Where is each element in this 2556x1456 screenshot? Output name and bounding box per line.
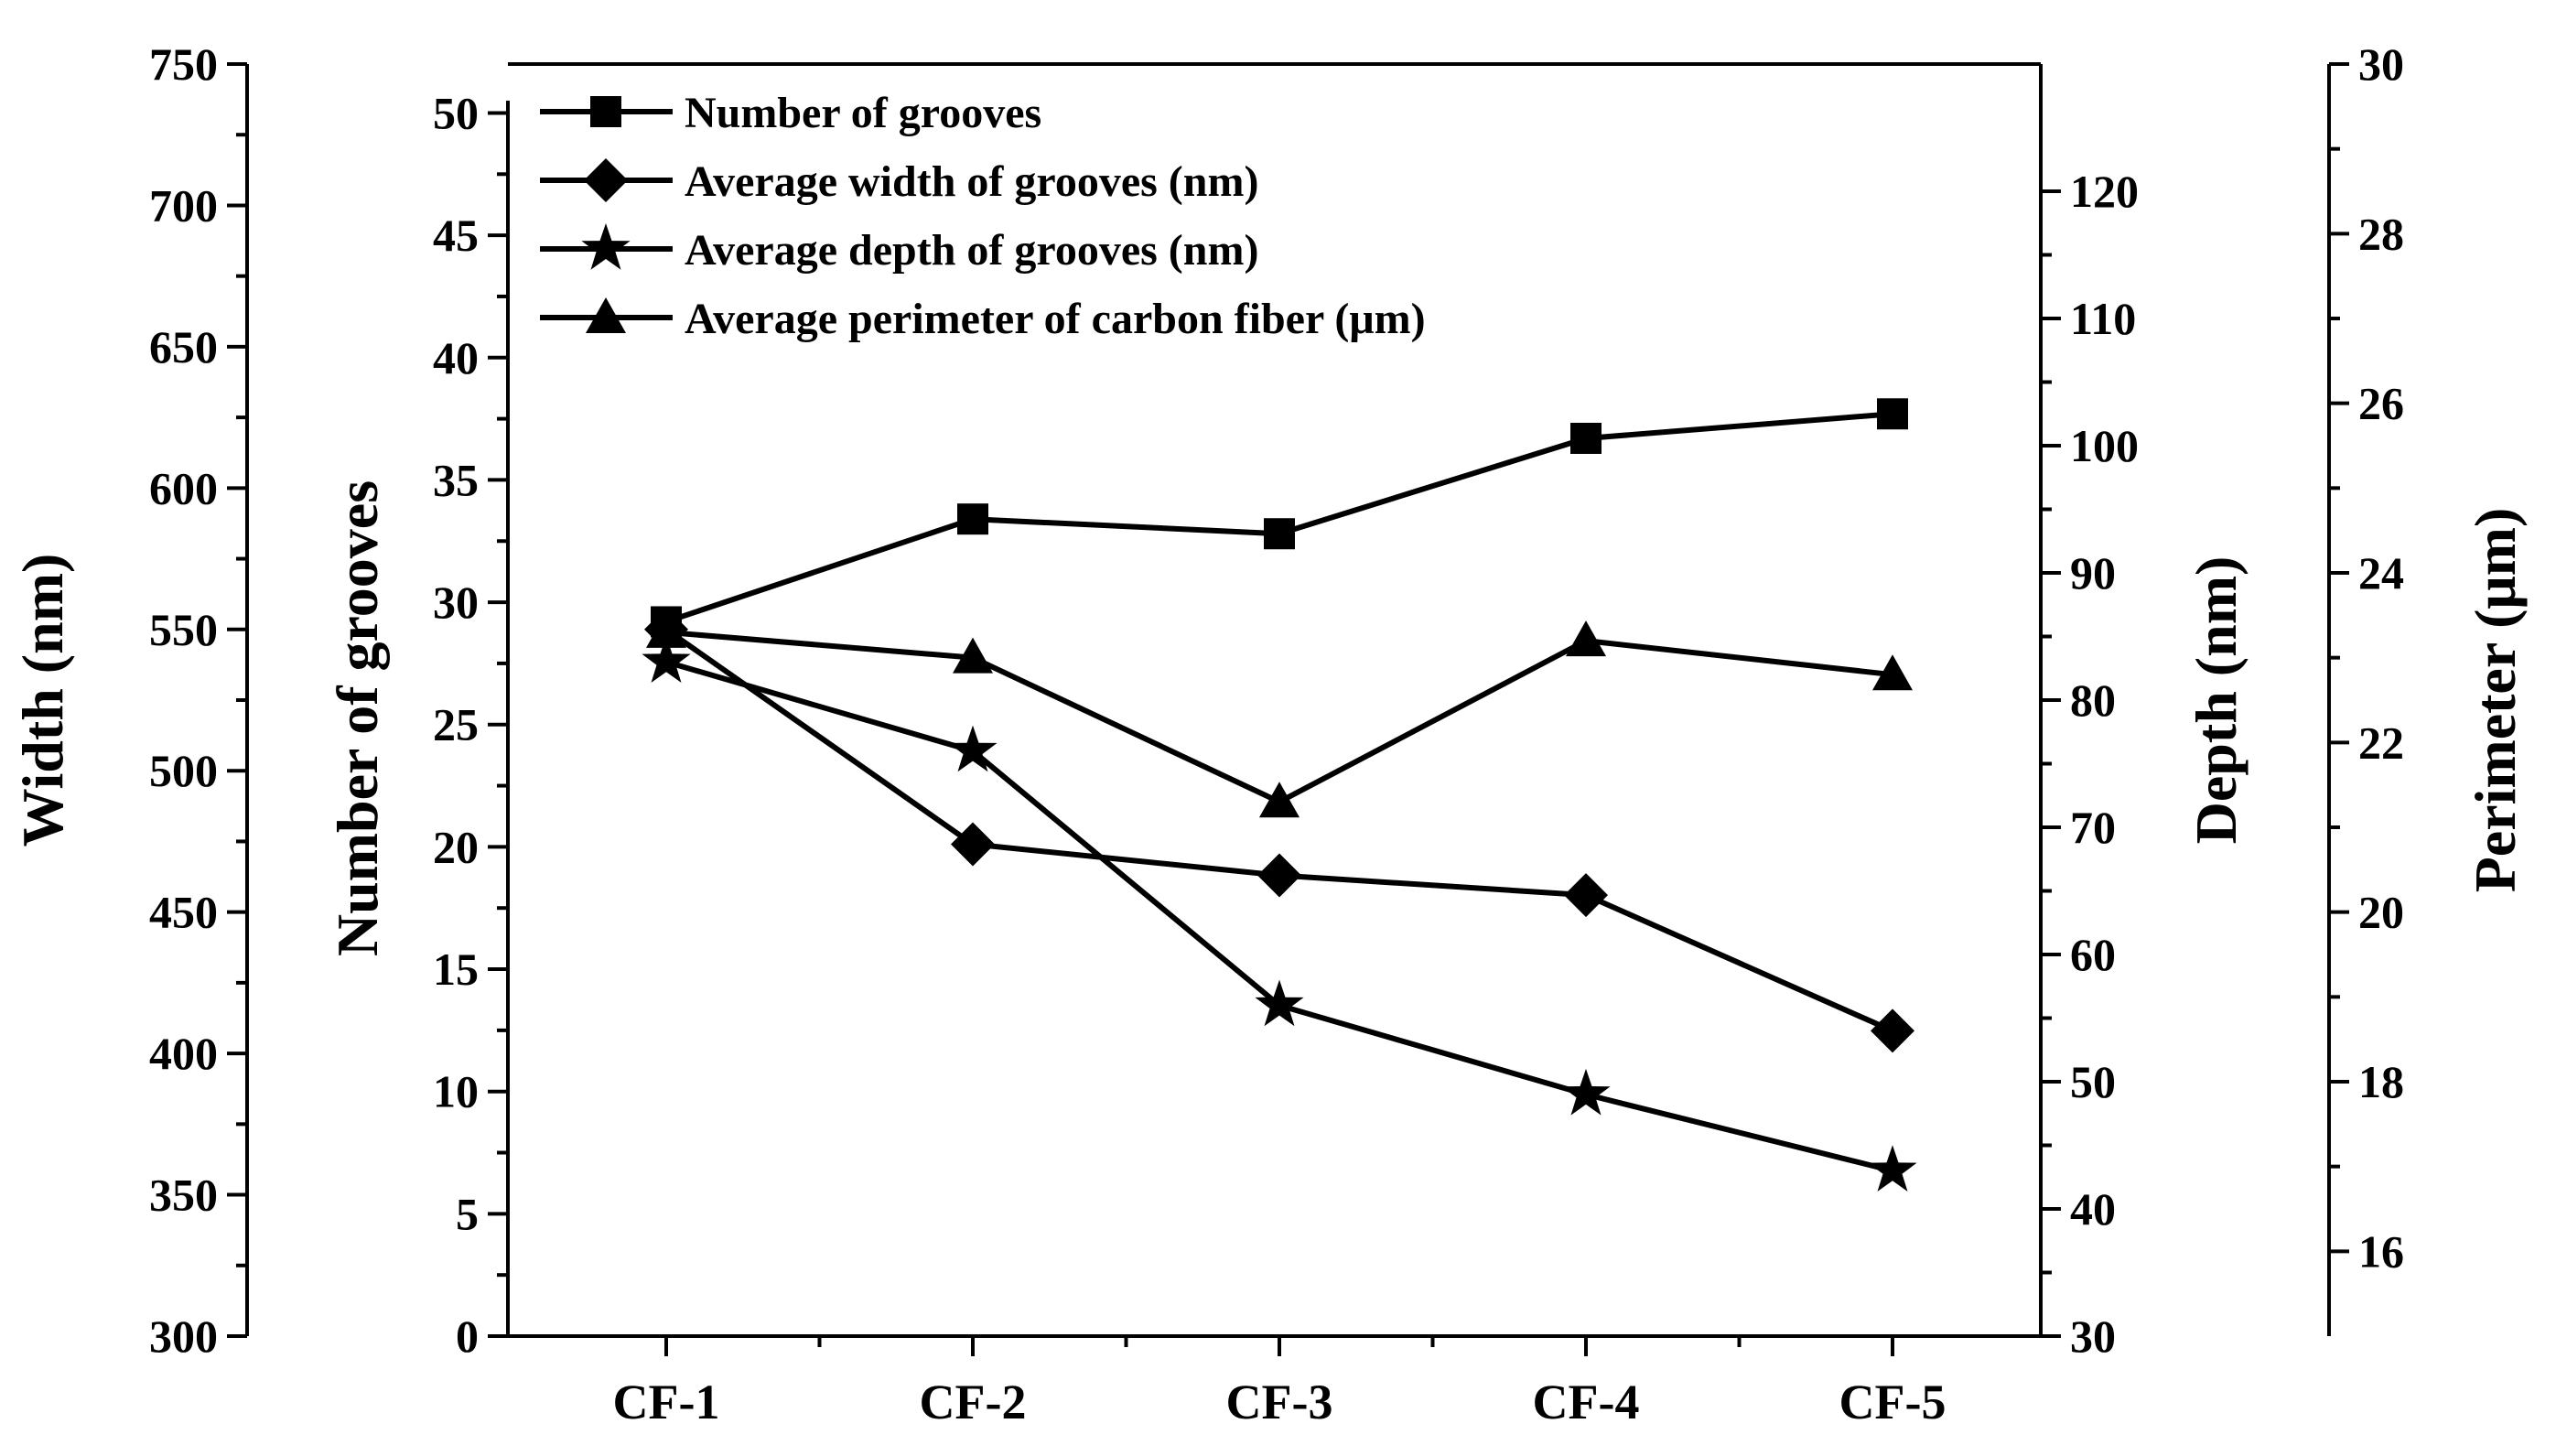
square-series-line (665, 411, 1893, 625)
square-series (651, 398, 1908, 638)
star-marker (642, 636, 691, 683)
star-marker (1561, 1068, 1611, 1116)
diamond-marker (1871, 1008, 1914, 1053)
x-tick-label: CF-5 (1839, 1375, 1947, 1429)
depth-tick-label: 80 (2070, 674, 2116, 726)
diamond-marker (1564, 873, 1608, 918)
perimeter-tick-label: 16 (2358, 1225, 2404, 1277)
perimeter-tick-label: 26 (2358, 378, 2404, 429)
legend-label: Average perimeter of carbon fiber (μm) (685, 295, 1426, 343)
grooves-tick-label: 10 (433, 1066, 479, 1117)
width-tick-label: 450 (149, 887, 218, 938)
depth-tick-label: 40 (2070, 1183, 2116, 1235)
depth-tick-label: 110 (2070, 293, 2136, 344)
depth-axis-title: Depth (nm) (2184, 556, 2249, 845)
width-tick-label: 400 (149, 1028, 218, 1079)
width-tick-label: 700 (149, 179, 218, 231)
grooves-tick-label: 25 (433, 699, 479, 750)
star-marker (1255, 979, 1304, 1027)
perimeter-axis: 16 18 20 22 24 26 28 30 Perimeter (μm) (2327, 38, 2528, 1336)
depth-tick-label: 70 (2070, 802, 2116, 853)
diamond-series-line (664, 627, 1894, 1034)
triangle-marker (1259, 782, 1300, 818)
grooves-tick-label: 50 (433, 87, 479, 138)
width-tick-label: 600 (149, 462, 218, 513)
legend-diamond-icon (584, 158, 628, 202)
width-tick-label: 350 (149, 1170, 218, 1221)
legend-label: Number of grooves (685, 89, 1041, 137)
depth-tick-label: 100 (2070, 420, 2139, 471)
star-series (642, 636, 1917, 1192)
perimeter-tick-label: 24 (2358, 547, 2404, 599)
diamond-marker (1257, 853, 1301, 898)
width-tick-label: 550 (149, 604, 218, 655)
star-marker (948, 725, 998, 772)
width-tick-label: 650 (149, 321, 218, 372)
width-tick-label: 750 (149, 38, 218, 90)
triangle-marker (1566, 620, 1606, 657)
legend-label: Average depth of grooves (nm) (685, 226, 1258, 275)
grooves-tick-label: 45 (433, 210, 479, 261)
plot-frame (508, 62, 2041, 1338)
depth-axis: 30 40 50 60 70 80 90 100 110 120 Depth (nm) (2039, 64, 2249, 1362)
depth-tick-label: 90 (2070, 547, 2116, 599)
legend-triangle-icon (586, 297, 626, 333)
series-group (642, 398, 1917, 1192)
legend-item-square: Number of grooves (540, 89, 1041, 137)
width-tick-label: 500 (149, 745, 218, 796)
legend-item-diamond: Average width of grooves (nm) (540, 157, 1258, 206)
perimeter-tick-label: 28 (2358, 208, 2404, 259)
width-tick-label: 300 (149, 1310, 218, 1362)
diamond-series (644, 607, 1914, 1053)
perimeter-tick-label: 20 (2358, 887, 2404, 938)
star-marker (1868, 1145, 1917, 1192)
perimeter-axis-title: Perimeter (μm) (2463, 508, 2528, 893)
grooves-tick-label: 0 (456, 1310, 479, 1362)
grooves-axis-title: Number of grooves (325, 480, 390, 956)
grooves-tick-label: 35 (433, 454, 479, 505)
legend-item-triangle: Average perimeter of carbon fiber (μm) (540, 295, 1426, 343)
square-marker (957, 503, 988, 535)
diamond-marker (951, 822, 995, 867)
legend-square-icon (590, 96, 621, 127)
grooves-tick-label: 15 (433, 944, 479, 995)
grooves-axis: 0 5 10 15 20 25 30 35 40 45 50 Number of grooves (325, 87, 510, 1362)
legend-label: Average width of grooves (nm) (685, 157, 1258, 206)
legend: Number of grooves Average width of groove… (540, 89, 1426, 343)
square-marker (1877, 398, 1908, 430)
x-tick-label: CF-3 (1226, 1375, 1333, 1429)
square-marker (1264, 518, 1295, 550)
x-tick-label: CF-1 (613, 1375, 720, 1429)
perimeter-tick-label: 22 (2358, 717, 2404, 768)
triangle-marker (953, 637, 993, 674)
grooves-tick-label: 20 (433, 821, 479, 872)
grooves-tick-label: 40 (433, 332, 479, 383)
square-marker (1570, 422, 1602, 454)
grooves-tick-label: 5 (456, 1188, 479, 1239)
triangle-series (646, 611, 1913, 818)
width-axis: 300 350 400 450 500 550 600 650 700 750 Width (nm) (10, 38, 249, 1362)
depth-tick-label: 30 (2070, 1310, 2116, 1362)
depth-tick-label: 60 (2070, 929, 2116, 980)
legend-star-icon (581, 223, 631, 270)
perimeter-tick-label: 30 (2358, 38, 2404, 90)
grooves-tick-label: 30 (433, 577, 479, 628)
perimeter-tick-label: 18 (2358, 1056, 2404, 1107)
triangle-marker (646, 611, 686, 648)
depth-tick-label: 120 (2070, 166, 2139, 217)
legend-item-star: Average depth of grooves (nm) (540, 223, 1258, 275)
width-axis-title: Width (nm) (10, 554, 75, 847)
star-series-line (665, 659, 1893, 1174)
x-axis: CF-1 CF-2 CF-3 CF-4 CF-5 (613, 1336, 1947, 1429)
x-tick-label: CF-2 (920, 1375, 1027, 1429)
triangle-marker (1872, 654, 1913, 691)
x-tick-label: CF-4 (1533, 1375, 1640, 1429)
depth-tick-label: 50 (2070, 1056, 2116, 1107)
